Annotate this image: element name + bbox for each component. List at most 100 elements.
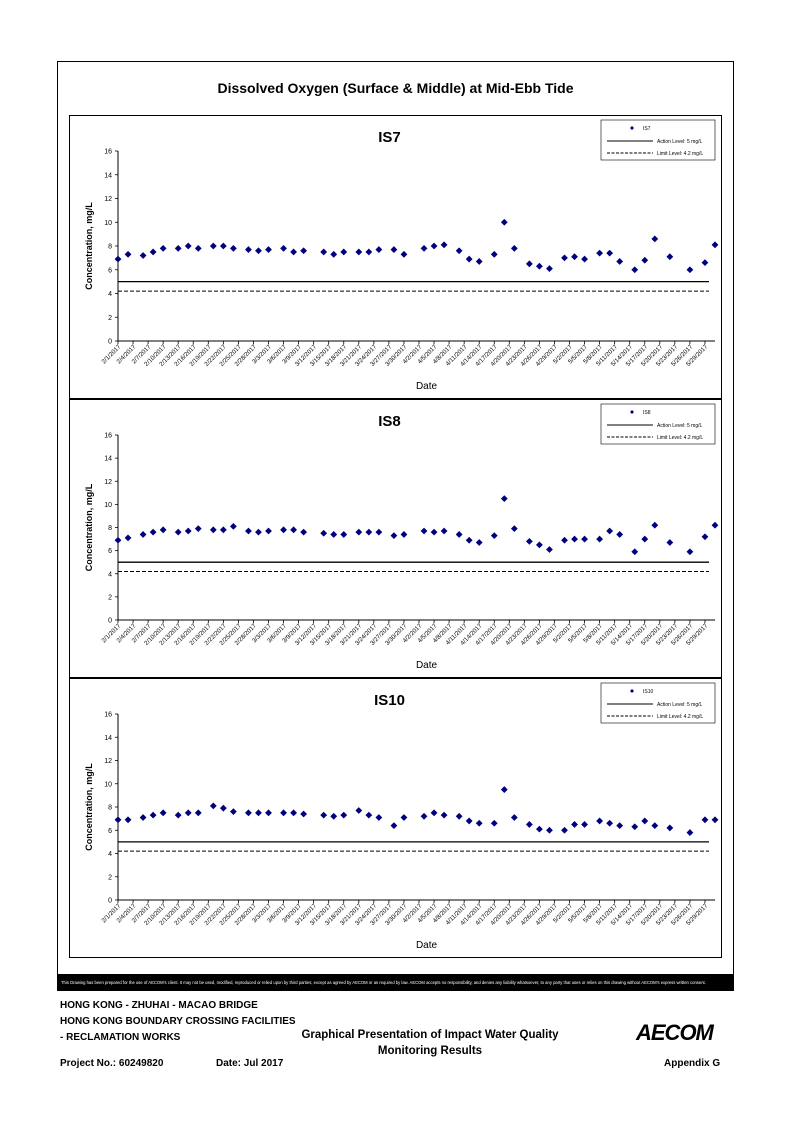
y-tick-label: 0 [108, 618, 112, 625]
y-axis-label: Concentration, mg/L [84, 763, 94, 851]
legend-label-action: Action Level: 5 mg/L [657, 702, 703, 708]
y-tick-label: 2 [108, 874, 112, 881]
data-point [400, 250, 408, 258]
y-axis-label: Concentration, mg/L [84, 483, 94, 571]
data-point [400, 814, 408, 821]
data-point [420, 812, 428, 820]
data-point [440, 527, 448, 535]
data-point [265, 809, 272, 817]
y-tick-label: 0 [108, 898, 112, 905]
legend-label-action: Action Level: 5 mg/L [657, 423, 703, 429]
y-tick-label: 2 [108, 315, 112, 322]
data-point [390, 822, 398, 829]
data-point [290, 809, 297, 817]
data-point [320, 248, 328, 256]
data-point [606, 819, 614, 827]
y-tick-label: 8 [108, 244, 112, 251]
data-point [114, 536, 122, 544]
data-point [265, 246, 272, 253]
legend-label-series: IS7 [643, 126, 651, 132]
data-point [375, 528, 383, 536]
data-point [365, 248, 373, 256]
drawing-frame: Dissolved Oxygen (Surface & Middle) at M… [57, 61, 734, 991]
x-axis-label: Date [416, 940, 438, 951]
data-point [490, 532, 498, 539]
legend-label-limit: Limit Level: 4.2 mg/L [657, 151, 703, 157]
data-point [666, 824, 674, 832]
data-point [340, 811, 348, 819]
report-date: Date: Jul 2017 [216, 1058, 284, 1069]
data-point [581, 821, 588, 828]
project-name-line-2: HONG KONG BOUNDARY CROSSING FACILITIES [60, 1016, 296, 1027]
data-point [701, 816, 709, 824]
data-point [255, 528, 262, 536]
data-point [536, 825, 543, 833]
data-point [546, 826, 553, 834]
data-point [229, 522, 237, 530]
data-point [525, 821, 533, 828]
data-point [631, 548, 639, 556]
data-point [375, 814, 383, 821]
data-point [430, 528, 438, 536]
data-point [219, 526, 227, 534]
data-point [209, 526, 217, 534]
data-point [139, 531, 147, 538]
data-point [245, 527, 252, 535]
y-tick-label: 12 [104, 758, 112, 765]
legend-label-series: IS8 [643, 410, 651, 416]
y-tick-label: 4 [108, 851, 112, 858]
data-point [340, 248, 348, 256]
data-point [300, 810, 308, 818]
data-point [255, 809, 262, 817]
data-point [330, 812, 338, 820]
data-point [651, 822, 659, 829]
data-point [525, 537, 533, 545]
data-point [300, 247, 308, 255]
data-point [280, 809, 287, 817]
data-point [219, 804, 227, 812]
project-name-line-3: - RECLAMATION WORKS [60, 1032, 181, 1043]
data-point [455, 247, 463, 255]
data-point [641, 256, 649, 264]
data-point [149, 811, 157, 819]
data-point [606, 249, 614, 257]
y-tick-label: 6 [108, 267, 112, 274]
legend-box [600, 403, 716, 445]
data-point [465, 255, 473, 263]
data-point [686, 829, 694, 836]
data-point [525, 260, 533, 268]
chart-panel-is10: IS10 0 2 4 6 8 10 12 14 16 Concentration, mg/L 2/1/… [69, 678, 722, 958]
y-tick-label: 4 [108, 571, 112, 578]
data-point [455, 531, 463, 538]
data-point [596, 817, 604, 825]
data-point [536, 541, 543, 549]
data-point [159, 244, 167, 252]
legend-box [600, 119, 716, 161]
data-point [174, 811, 182, 819]
data-point [194, 525, 202, 533]
data-point [606, 527, 614, 535]
y-tick-label: 12 [104, 196, 112, 203]
data-point [490, 250, 498, 258]
data-point [194, 809, 202, 817]
data-point [430, 809, 438, 817]
data-point [375, 246, 383, 253]
data-point [184, 809, 192, 817]
data-point [320, 529, 328, 537]
data-point [686, 266, 694, 274]
data-point [711, 521, 719, 529]
data-point [641, 817, 649, 825]
data-point [265, 527, 272, 535]
data-point [159, 809, 167, 817]
data-point [571, 535, 578, 543]
y-tick-label: 10 [104, 781, 112, 788]
data-point [245, 809, 252, 817]
data-point [430, 242, 438, 250]
data-point [581, 535, 588, 543]
data-point [651, 235, 659, 243]
y-tick-label: 16 [104, 149, 112, 156]
data-point [561, 254, 568, 262]
data-point [631, 266, 639, 274]
y-axis-label: Concentration, mg/L [84, 202, 94, 290]
data-point [616, 531, 624, 538]
